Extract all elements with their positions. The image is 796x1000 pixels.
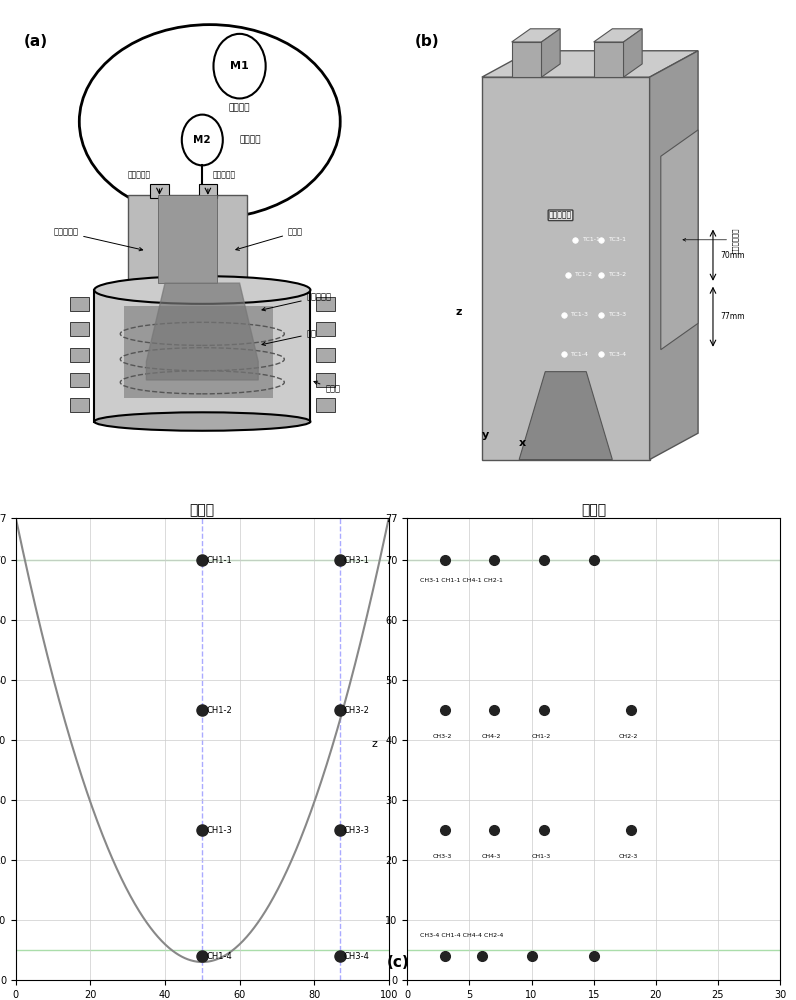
Text: 拉坯电机: 拉坯电机 xyxy=(228,103,250,112)
Text: 弯月面位置: 弯月面位置 xyxy=(549,211,572,220)
Title: 正视图: 正视图 xyxy=(189,503,215,517)
FancyBboxPatch shape xyxy=(124,306,273,398)
Polygon shape xyxy=(146,283,258,380)
Circle shape xyxy=(213,34,266,98)
Text: TC3-4: TC3-4 xyxy=(609,352,626,357)
Title: 侧视图: 侧视图 xyxy=(581,503,607,517)
Text: 拉坯器: 拉坯器 xyxy=(236,228,303,250)
FancyBboxPatch shape xyxy=(316,348,334,362)
Text: CH3-1: CH3-1 xyxy=(344,556,370,565)
Text: 振动电机: 振动电机 xyxy=(240,135,261,144)
FancyBboxPatch shape xyxy=(150,184,169,198)
Text: CH3-2: CH3-2 xyxy=(432,734,451,739)
Polygon shape xyxy=(623,29,642,77)
FancyBboxPatch shape xyxy=(127,195,247,283)
Text: 冷却水进口: 冷却水进口 xyxy=(213,170,236,179)
FancyBboxPatch shape xyxy=(70,373,88,387)
Ellipse shape xyxy=(94,276,310,304)
FancyBboxPatch shape xyxy=(316,373,334,387)
Polygon shape xyxy=(541,29,560,77)
Polygon shape xyxy=(594,29,642,42)
Text: CH3-2: CH3-2 xyxy=(344,706,370,715)
Circle shape xyxy=(181,115,223,165)
Ellipse shape xyxy=(94,412,310,431)
Text: CH4-3: CH4-3 xyxy=(482,854,501,859)
FancyBboxPatch shape xyxy=(158,195,217,283)
Polygon shape xyxy=(482,51,698,77)
Text: 融熔保护渣: 融熔保护渣 xyxy=(262,292,332,311)
Text: M2: M2 xyxy=(193,135,211,145)
Text: M1: M1 xyxy=(230,61,249,71)
Text: CH4-2: CH4-2 xyxy=(482,734,501,739)
Polygon shape xyxy=(512,42,541,77)
Text: CH1-4: CH1-4 xyxy=(206,952,232,961)
Text: 冷却水出口: 冷却水出口 xyxy=(127,170,150,179)
Text: TC3-3: TC3-3 xyxy=(609,312,626,317)
Text: TC1-1: TC1-1 xyxy=(583,237,600,242)
Text: CH1-3: CH1-3 xyxy=(206,826,232,835)
Text: CH3-3: CH3-3 xyxy=(344,826,370,835)
Text: TC1-3: TC1-3 xyxy=(572,312,589,317)
Y-axis label: z: z xyxy=(371,739,377,749)
Text: CH3-1 CH1-1 CH4-1 CH2-1: CH3-1 CH1-1 CH4-1 CH2-1 xyxy=(419,578,502,583)
Text: 钢液: 钢液 xyxy=(262,329,317,345)
Text: (b): (b) xyxy=(415,34,439,49)
Text: 70mm: 70mm xyxy=(720,251,745,260)
Text: (a): (a) xyxy=(23,34,48,49)
Text: CH2-2: CH2-2 xyxy=(618,734,638,739)
Text: CH3-4 CH1-4 CH4-4 CH2-4: CH3-4 CH1-4 CH4-4 CH2-4 xyxy=(419,933,503,938)
Text: CH3-3: CH3-3 xyxy=(432,854,451,859)
FancyBboxPatch shape xyxy=(70,322,88,336)
FancyBboxPatch shape xyxy=(70,297,88,311)
Text: 结晶器铜模: 结晶器铜模 xyxy=(53,228,142,251)
FancyBboxPatch shape xyxy=(198,184,217,198)
Text: CH1-1: CH1-1 xyxy=(206,556,232,565)
Text: 77mm: 77mm xyxy=(720,312,745,321)
Text: TC1-2: TC1-2 xyxy=(575,272,593,277)
Text: x: x xyxy=(519,438,526,448)
FancyBboxPatch shape xyxy=(316,297,334,311)
Text: TC3-1: TC3-1 xyxy=(609,237,626,242)
Text: TC3-2: TC3-2 xyxy=(609,272,626,277)
Text: y: y xyxy=(482,430,489,440)
Text: TC1-4: TC1-4 xyxy=(572,352,589,357)
Polygon shape xyxy=(482,77,650,460)
Polygon shape xyxy=(661,130,698,350)
Polygon shape xyxy=(650,51,698,460)
FancyBboxPatch shape xyxy=(94,290,310,422)
Text: 感应炉: 感应炉 xyxy=(314,381,341,394)
FancyBboxPatch shape xyxy=(70,398,88,412)
FancyBboxPatch shape xyxy=(316,322,334,336)
Text: CH1-2: CH1-2 xyxy=(532,734,551,739)
Text: CH2-3: CH2-3 xyxy=(618,854,638,859)
Text: CH3-4: CH3-4 xyxy=(344,952,370,961)
Text: z: z xyxy=(456,307,462,317)
Text: CH1-2: CH1-2 xyxy=(206,706,232,715)
Polygon shape xyxy=(519,372,612,460)
Text: CH1-3: CH1-3 xyxy=(532,854,551,859)
FancyBboxPatch shape xyxy=(70,348,88,362)
Text: (c): (c) xyxy=(387,955,409,970)
Polygon shape xyxy=(512,29,560,42)
FancyBboxPatch shape xyxy=(316,398,334,412)
Text: 热电偶布置槽: 热电偶布置槽 xyxy=(683,227,739,253)
Polygon shape xyxy=(594,42,623,77)
